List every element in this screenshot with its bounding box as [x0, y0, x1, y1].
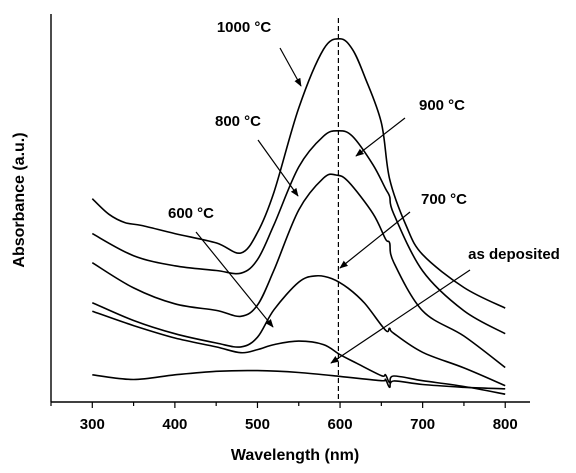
- x-tick-label: 600: [328, 416, 353, 433]
- series-line-1: [92, 310, 506, 395]
- annotation-arrow: [339, 211, 411, 269]
- x-tick-label: 500: [245, 416, 270, 433]
- annotation-arrow: [279, 47, 302, 87]
- annotation-label: 1000 °C: [217, 19, 272, 36]
- annotation-label: 900 °C: [419, 97, 465, 114]
- x-tick-label: 800: [493, 416, 518, 433]
- x-tick-label: 700: [410, 416, 435, 433]
- series-line-3: [91, 173, 506, 369]
- series-line-4: [91, 129, 506, 335]
- y-axis-title: Absorbance (a.u.): [11, 132, 28, 267]
- series-line-5: [91, 37, 506, 309]
- x-tick-label: 300: [80, 416, 105, 433]
- annotation-arrow: [195, 231, 274, 328]
- series-line-0: [92, 369, 506, 390]
- x-axis-title: Wavelength (nm): [231, 447, 359, 464]
- annotation-arrow: [257, 139, 299, 197]
- annotation-arrow: [330, 269, 471, 364]
- annotation-label: 600 °C: [168, 205, 214, 222]
- annotation-label: 800 °C: [215, 113, 261, 130]
- x-tick-label: 400: [162, 416, 187, 433]
- annotation-label: 700 °C: [421, 191, 467, 208]
- annotation-label: as deposited: [468, 246, 560, 263]
- annotation-arrow: [355, 117, 406, 157]
- series-line-2: [91, 274, 506, 387]
